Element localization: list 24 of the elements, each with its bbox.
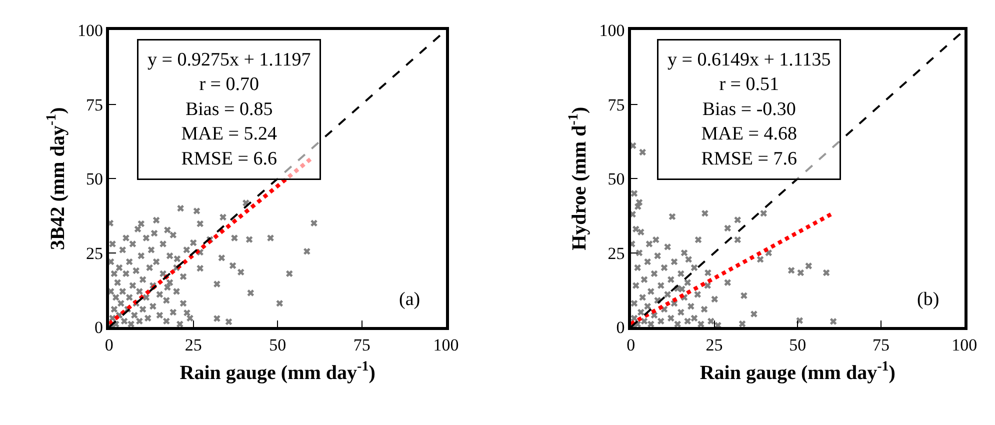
y-tick-label: 25 (608, 244, 625, 263)
y-tick-label: 100 (77, 21, 103, 40)
x-tick-label: 100 (952, 335, 978, 354)
y-tick-label: 50 (86, 170, 103, 189)
x-axis-title: Rain gauge (mm day$^{-1}$) (700, 359, 896, 384)
y-tick-label: 100 (599, 21, 625, 40)
y-tick-label: 75 (86, 95, 103, 114)
y-tick-label: 0 (616, 318, 625, 338)
x-tick-label: 25 (184, 335, 202, 354)
y-tick-label: 75 (608, 95, 625, 114)
y-tick-label: 50 (608, 170, 625, 189)
x-tick-label: 50 (789, 335, 806, 354)
annotation: y = 0.9275x + 1.1197 r = 0.70 Bias = 0.85 MAE = 5.24 RMSE = 6.6 (148, 50, 311, 170)
x-tick-label: 25 (706, 335, 723, 354)
y-tick-label: 0 (94, 318, 103, 338)
x-tick-label: 50 (269, 335, 286, 354)
annotation: (b) (917, 289, 940, 310)
x-axis-title: Rain gauge (mm day$^{-1}$) (180, 359, 376, 384)
annotation: y = 0.6149x + 1.1135 r = 0.51 Bias = -0.30 MAE = 4.68 RMSE = 7.6 (668, 50, 831, 170)
annotation: (a) (399, 289, 420, 310)
x-tick-label: 75 (872, 335, 890, 354)
x-tick-label: 100 (433, 335, 459, 354)
x-tick-label: 75 (353, 335, 370, 354)
y-tick-label: 25 (86, 244, 103, 263)
